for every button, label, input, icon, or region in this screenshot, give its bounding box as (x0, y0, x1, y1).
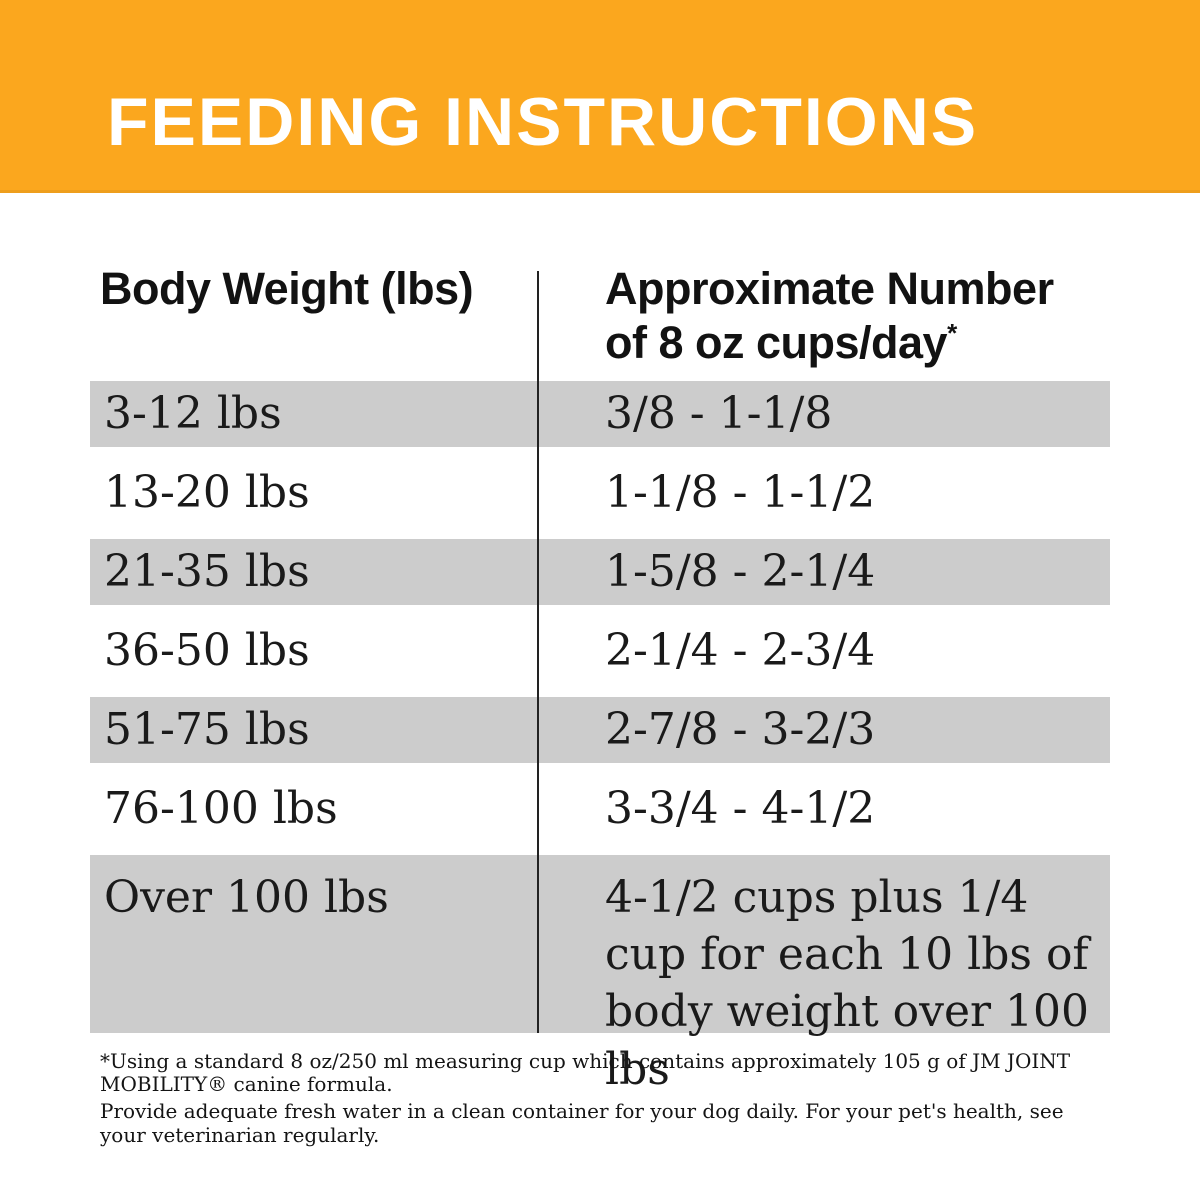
table-row: 13-20 lbs 1-1/8 - 1-1/2 (90, 460, 1110, 526)
footnote-line1: *Using a standard 8 oz/250 ml measuring … (100, 1049, 1071, 1097)
cups-cell: 3-3/4 - 4-1/2 (538, 780, 875, 837)
table-row: 51-75 lbs 2-7/8 - 3-2/3 (90, 697, 1110, 763)
footnote-line2: Provide adequate fresh water in a clean … (100, 1099, 1064, 1147)
table-row: Over 100 lbs 4-1/2 cups plus 1/4 cup for… (90, 855, 1110, 1095)
cups-cell: 3/8 - 1-1/8 (538, 385, 832, 442)
footnote: *Using a standard 8 oz/250 ml measuring … (100, 1049, 1110, 1151)
cups-value: 3-3/4 - 4-1/2 (605, 783, 876, 835)
cups-value: 4-1/2 cups plus 1/4 cup for each 10 lbs … (605, 872, 1089, 1095)
weight-cell: 76-100 lbs (104, 783, 338, 835)
table-row: 76-100 lbs 3-3/4 - 4-1/2 (90, 776, 1110, 842)
cups-cell: 1-1/8 - 1-1/2 (538, 464, 875, 521)
weight-cell: Over 100 lbs (104, 872, 389, 923)
cups-value: 1-1/8 - 1-1/2 (605, 467, 876, 519)
weight-cell: 13-20 lbs (104, 467, 310, 519)
table-row: 36-50 lbs 2-1/4 - 2-3/4 (90, 618, 1110, 684)
footnote-marker: * (947, 318, 957, 348)
cups-cell: 2-7/8 - 3-2/3 (538, 701, 875, 758)
col-header-cups: Approximate Number of 8 oz cups/day* (538, 262, 1054, 370)
cups-value: 2-1/4 - 2-3/4 (605, 625, 876, 677)
cups-cell: 1-5/8 - 2-1/4 (538, 543, 875, 600)
col-header-cups-line2: of 8 oz cups/day (605, 317, 948, 368)
banner-title: FEEDING INSTRUCTIONS (107, 84, 979, 160)
cups-cell: 4-1/2 cups plus 1/4 cup for each 10 lbs … (538, 855, 1110, 1098)
cups-cell: 2-1/4 - 2-3/4 (538, 622, 875, 679)
table-row: 3-12 lbs 3/8 - 1-1/8 (90, 381, 1110, 447)
table-header-row: Body Weight (lbs) Approximate Number of … (90, 193, 1110, 381)
feeding-table: Body Weight (lbs) Approximate Number of … (90, 193, 1110, 1095)
weight-cell: 21-35 lbs (104, 546, 310, 598)
weight-cell: 3-12 lbs (104, 388, 282, 440)
cups-value: 2-7/8 - 3-2/3 (605, 704, 876, 756)
weight-cell: 51-75 lbs (104, 704, 310, 756)
col-header-body-weight: Body Weight (lbs) (100, 263, 474, 314)
cups-value: 1-5/8 - 2-1/4 (605, 546, 876, 598)
col-header-cups-line1: Approximate Number (605, 263, 1054, 314)
table-row: 21-35 lbs 1-5/8 - 2-1/4 (90, 539, 1110, 605)
column-divider (537, 271, 539, 1033)
cups-value: 3/8 - 1-1/8 (605, 388, 833, 440)
weight-cell: 36-50 lbs (104, 625, 310, 677)
header-banner: FEEDING INSTRUCTIONS (0, 0, 1200, 193)
